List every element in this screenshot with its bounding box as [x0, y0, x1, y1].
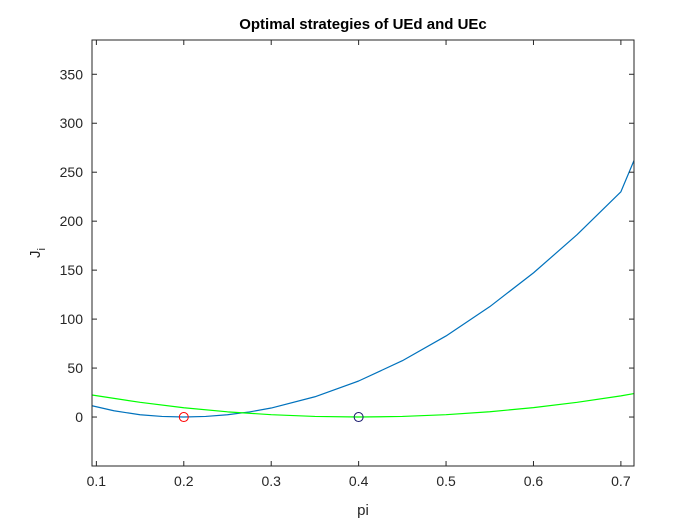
y-axis-label: J — [27, 250, 44, 258]
y-tick-label: 150 — [60, 262, 84, 278]
optimal-point-marker-red — [178, 412, 189, 423]
marker-layer — [178, 412, 364, 423]
x-tick-label: 0.4 — [349, 473, 369, 489]
y-tick-label: 0 — [75, 409, 83, 425]
y-tick-label: 300 — [60, 115, 84, 131]
x-tick-label: 0.5 — [436, 473, 456, 489]
plot-area — [92, 40, 634, 466]
tick-layer: 0.1 0.2 0.3 0.4 0.5 0.6 0.7 0 50 100 150 200 250 300 3… — [60, 40, 634, 489]
x-tick-label: 0.1 — [87, 473, 107, 489]
x-tick-label: 0.7 — [611, 473, 631, 489]
y-axis-label-subscript: i — [36, 248, 48, 250]
x-axis-label: pi — [357, 502, 369, 519]
optimal-point-marker-dark — [353, 412, 364, 423]
x-tick-label: 0.2 — [174, 473, 194, 489]
chart-title: Optimal strategies of UEd and UEc — [239, 16, 487, 33]
series-layer — [91, 160, 635, 418]
y-tick-label: 250 — [60, 164, 84, 180]
axes-box — [91, 39, 635, 467]
y-tick-label: 350 — [60, 66, 84, 82]
series-line-blue — [91, 160, 635, 418]
y-tick-label: 50 — [67, 360, 83, 376]
y-tick-label: 200 — [60, 213, 84, 229]
y-axis-label-group: Ji — [27, 248, 48, 258]
series-line-green — [91, 392, 635, 418]
x-tick-label: 0.3 — [261, 473, 281, 489]
svg-text:Ji: Ji — [27, 248, 48, 258]
x-tick-label: 0.6 — [524, 473, 544, 489]
y-tick-label: 100 — [60, 311, 84, 327]
